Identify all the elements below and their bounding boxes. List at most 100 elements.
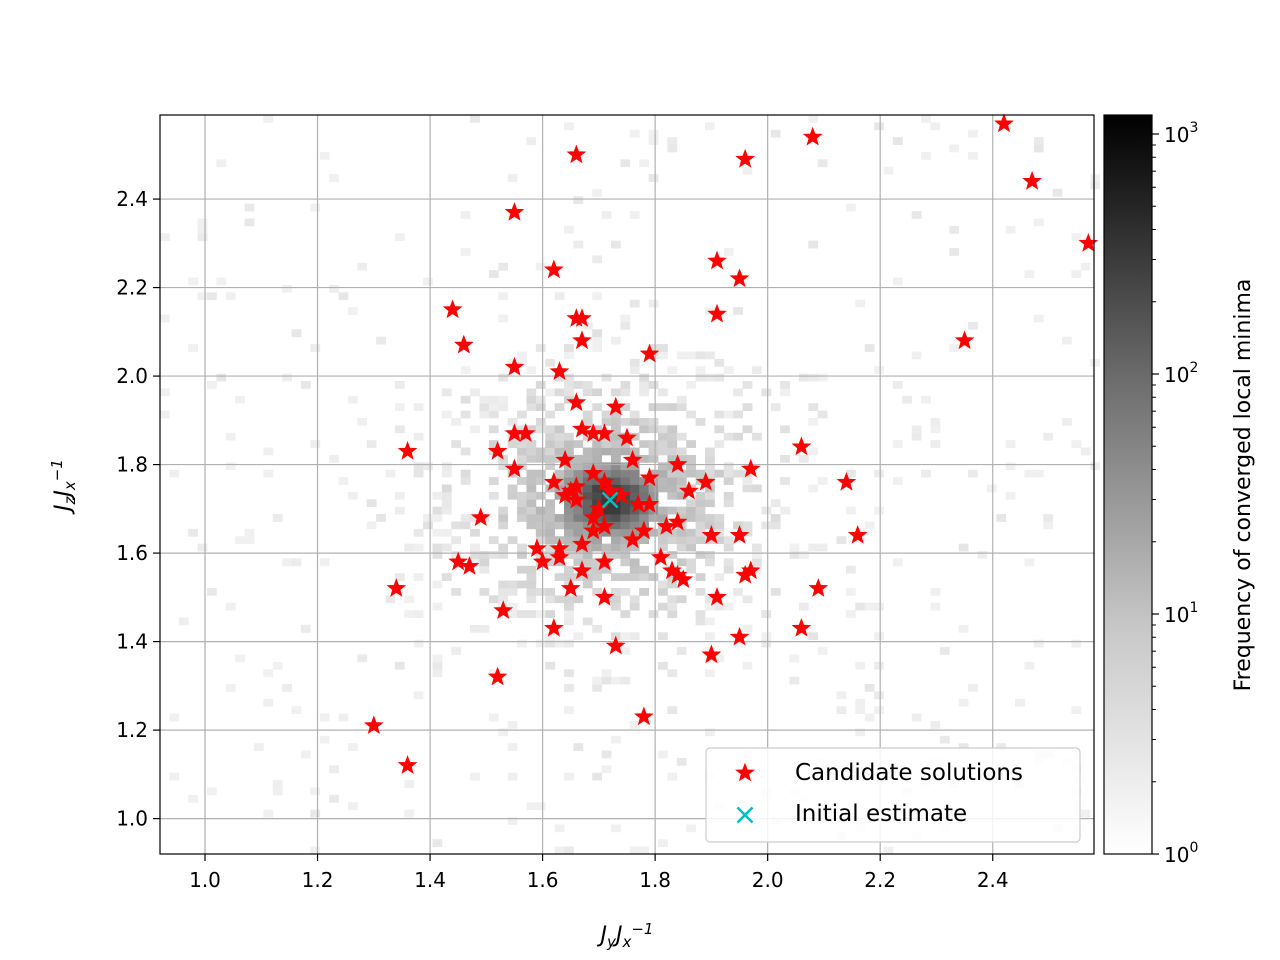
heatmap-cell bbox=[507, 720, 518, 729]
heatmap-cell bbox=[517, 447, 527, 456]
heatmap-cell bbox=[535, 403, 546, 411]
heatmap-cell bbox=[601, 373, 612, 382]
heatmap-cell bbox=[892, 558, 903, 567]
heatmap-cell bbox=[723, 432, 734, 441]
heatmap-cell bbox=[432, 551, 443, 559]
heatmap-cell bbox=[798, 551, 809, 559]
heatmap-cell bbox=[432, 839, 443, 848]
heatmap-cell bbox=[639, 388, 650, 397]
heatmap-cell bbox=[573, 196, 584, 205]
heatmap-cell bbox=[921, 469, 931, 478]
heatmap-cell bbox=[733, 307, 743, 315]
heatmap-cell bbox=[592, 329, 603, 338]
heatmap-cell bbox=[507, 587, 518, 596]
heatmap-cell bbox=[592, 587, 603, 596]
heatmap-cell bbox=[704, 491, 715, 500]
heatmap-cell bbox=[376, 514, 386, 522]
y-tick-label: 1.2 bbox=[116, 718, 148, 742]
heatmap-cell bbox=[780, 381, 790, 389]
heatmap-cell bbox=[686, 381, 696, 389]
heatmap-cell bbox=[564, 595, 574, 604]
heatmap-cell bbox=[573, 454, 584, 463]
heatmap-cell bbox=[498, 292, 509, 301]
heatmap-cell bbox=[329, 794, 339, 803]
heatmap-cell bbox=[526, 580, 537, 589]
heatmap-cell bbox=[620, 484, 631, 493]
heatmap-cell bbox=[300, 381, 311, 389]
heatmap-cell bbox=[498, 595, 509, 604]
heatmap-cell bbox=[601, 514, 612, 522]
heatmap-cell bbox=[780, 388, 790, 397]
heatmap-cell bbox=[554, 514, 565, 522]
candidate-point bbox=[605, 396, 626, 416]
candidate-point bbox=[639, 467, 660, 487]
heatmap-cell bbox=[441, 499, 452, 508]
heatmap-cell bbox=[817, 410, 828, 419]
heatmap-cell bbox=[714, 654, 725, 663]
heatmap-cell bbox=[535, 536, 546, 545]
heatmap-cell bbox=[564, 469, 574, 478]
heatmap-cell bbox=[1062, 336, 1072, 345]
heatmap-cell bbox=[488, 440, 499, 448]
heatmap-cell bbox=[667, 440, 678, 448]
heatmap-cell bbox=[676, 447, 687, 456]
heatmap-cell bbox=[498, 551, 509, 559]
heatmap-cell bbox=[723, 462, 734, 471]
heatmap-cell bbox=[629, 299, 640, 308]
heatmap-cell bbox=[1043, 521, 1054, 530]
heatmap-cell bbox=[751, 432, 762, 441]
heatmap-cell bbox=[695, 491, 706, 500]
y-tick-label: 1.4 bbox=[116, 630, 148, 654]
heatmap-cell bbox=[676, 491, 687, 500]
heatmap-cell bbox=[883, 166, 894, 175]
candidate-point bbox=[611, 485, 632, 504]
heatmap-cell bbox=[404, 543, 415, 552]
heatmap-cell bbox=[535, 528, 546, 537]
heatmap-cell bbox=[460, 410, 471, 419]
heatmap-cell bbox=[949, 344, 960, 352]
heatmap-cell bbox=[930, 720, 941, 729]
heatmap-cell bbox=[629, 514, 640, 522]
heatmap-cell bbox=[263, 447, 274, 456]
heatmap-cell bbox=[658, 506, 668, 515]
heatmap-cell bbox=[582, 528, 593, 537]
legend-label-initial: Initial estimate bbox=[795, 801, 967, 827]
colorbar-tick-label: 103 bbox=[1164, 120, 1198, 147]
heatmap-cell bbox=[798, 373, 809, 382]
heatmap-cell bbox=[582, 573, 593, 581]
heatmap-cell bbox=[376, 336, 386, 345]
heatmap-cell bbox=[620, 543, 631, 552]
heatmap-cell bbox=[592, 462, 603, 471]
heatmap-cell bbox=[498, 543, 509, 552]
heatmap-cell bbox=[949, 225, 960, 234]
candidate-point bbox=[667, 454, 688, 473]
heatmap-cell bbox=[798, 454, 809, 463]
heatmap-cell bbox=[441, 528, 452, 537]
heatmap-cell bbox=[742, 381, 753, 389]
heatmap-cell bbox=[1024, 558, 1035, 567]
heatmap-cell bbox=[291, 706, 302, 714]
heatmap-cell bbox=[686, 499, 696, 508]
heatmap-cell bbox=[949, 144, 960, 153]
heatmap-cell bbox=[582, 388, 593, 397]
heatmap-cell bbox=[648, 454, 659, 463]
heatmap-cell bbox=[667, 477, 678, 485]
heatmap-cell bbox=[517, 477, 527, 485]
heatmap-cell bbox=[611, 551, 621, 559]
heatmap-cell bbox=[432, 669, 443, 678]
heatmap-cell bbox=[319, 151, 330, 160]
heatmap-cell bbox=[639, 477, 650, 485]
heatmap-cell bbox=[930, 425, 941, 434]
heatmap-cell bbox=[667, 144, 678, 153]
heatmap-cell bbox=[761, 639, 772, 648]
heatmap-cell bbox=[648, 447, 659, 456]
heatmap-cell bbox=[874, 691, 884, 700]
heatmap-cell bbox=[667, 669, 678, 678]
heatmap-cell bbox=[930, 440, 941, 448]
candidate-point bbox=[994, 113, 1014, 133]
heatmap-cell bbox=[517, 410, 527, 419]
heatmap-cell bbox=[488, 595, 499, 604]
heatmap-cell bbox=[676, 528, 687, 537]
heatmap-cell bbox=[573, 506, 584, 515]
candidate-point bbox=[572, 308, 592, 327]
